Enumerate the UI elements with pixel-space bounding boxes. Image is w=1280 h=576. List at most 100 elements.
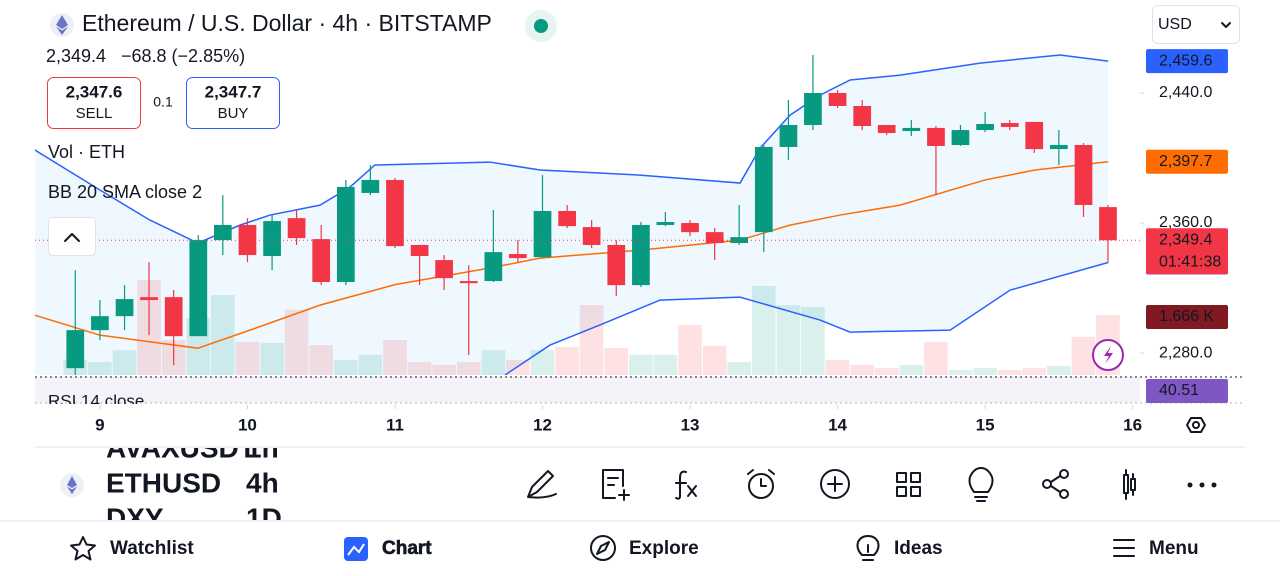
volume-bar [850, 364, 875, 375]
band-upper-line [35, 54, 1109, 244]
x-tick-label: 11 [386, 415, 404, 434]
buy-price: 2,347.7 [205, 82, 262, 101]
volume-bar [211, 295, 235, 375]
candle-body [1025, 121, 1044, 150]
price-tag-label: 2,459.6 [1159, 52, 1212, 69]
candle-body [1074, 145, 1093, 205]
candle-body [189, 240, 208, 337]
bands-legend: BB 20 SMA close 2 [48, 182, 202, 202]
candle-body [410, 244, 429, 257]
add-icon-plus [827, 476, 843, 492]
price-tag [1146, 379, 1228, 403]
candle-body [312, 239, 331, 283]
candle-body [656, 222, 675, 225]
candle-body [976, 124, 994, 131]
settings-icon[interactable] [1186, 417, 1206, 433]
menu-icon[interactable] [1113, 539, 1135, 557]
candle-body [91, 316, 109, 331]
volume-bar [825, 359, 850, 375]
volume-bar [924, 341, 948, 375]
candle-body [66, 330, 85, 369]
candle-body [164, 297, 183, 337]
volume-bar [678, 324, 702, 375]
ideas-icon[interactable] [968, 467, 994, 502]
explore-icon[interactable] [590, 535, 616, 561]
rsi-value: 40.51 [1159, 382, 1199, 399]
volume-bar [776, 305, 801, 375]
volume-bar [1071, 336, 1096, 375]
more-icon[interactable] [1187, 482, 1193, 488]
candle-body [213, 224, 232, 241]
sell-price: 2,347.6 [66, 82, 123, 101]
price-tag [1146, 228, 1228, 275]
axes: 2,280.0 2,360.0 2,440.0 9 10 11 12 13 14 15 16 2,45… [95, 49, 1228, 434]
alert-icon[interactable] [748, 473, 774, 499]
candle-body [607, 244, 626, 286]
y-tick-label: 2,360.0 [1159, 214, 1212, 231]
volume-bar [284, 309, 309, 375]
add-icon[interactable] [820, 469, 850, 499]
x-tick-label: 14 [828, 415, 847, 434]
volume-bar [334, 359, 358, 375]
volume-bar [579, 305, 604, 375]
indicators-icon[interactable] [675, 470, 697, 500]
symbol[interactable]: ETHUSD [106, 467, 221, 498]
volume-bar [530, 350, 555, 375]
nav-item[interactable]: Explore [629, 538, 699, 559]
watchlist-icon[interactable] [70, 536, 96, 561]
currency: USD [1158, 16, 1192, 33]
symbol-picker[interactable]: AVAXUSDT 1h DXY 1D [106, 432, 282, 533]
candle-body [263, 221, 281, 257]
nav-item[interactable]: Menu [1149, 538, 1199, 559]
draw-icon[interactable] [527, 470, 557, 499]
chart-type-icon[interactable] [1123, 469, 1136, 500]
share-icon-node [1042, 479, 1052, 489]
candle-body [140, 297, 158, 301]
candle-body [681, 223, 699, 233]
candle-body [779, 125, 798, 147]
order-quantity[interactable]: 0.1 [153, 94, 173, 110]
interval: 1h [246, 432, 279, 463]
interval: 1D [246, 502, 282, 533]
volume-bar [481, 350, 506, 375]
x-tick-label: 13 [681, 415, 700, 434]
dropdown-icon [1221, 22, 1231, 28]
nav-item[interactable]: Chart [382, 538, 433, 560]
sell-button[interactable] [47, 77, 141, 129]
rsi-pane [35, 377, 1140, 403]
y-tick-label: 2,440.0 [1159, 84, 1212, 101]
chevron-up-icon [64, 233, 80, 242]
note-icon[interactable] [602, 469, 630, 501]
countdown: 01:41:38 [1159, 253, 1221, 270]
share-icon-link [1050, 475, 1061, 493]
alert-icon-hands [747, 469, 775, 487]
layout-icon[interactable] [896, 472, 921, 497]
interval[interactable]: 4h [246, 467, 279, 498]
share-icon[interactable] [1059, 469, 1069, 479]
candle-body [632, 224, 650, 286]
buy-button[interactable] [186, 77, 280, 129]
volume-bar [702, 345, 727, 375]
nav-item[interactable]: Watchlist [110, 538, 194, 559]
currency-select[interactable] [1152, 5, 1240, 44]
candle-body [582, 227, 601, 245]
candle-body [828, 92, 847, 106]
candle-body [902, 127, 921, 132]
nav-item[interactable]: Ideas [894, 538, 943, 559]
candle-body [705, 232, 724, 244]
volume-bar [874, 368, 899, 375]
x-tick-label: 16 [1123, 415, 1142, 434]
more-icon-dot [1199, 482, 1205, 488]
volume-bar [383, 340, 407, 375]
candle-body [435, 260, 453, 279]
volume-bar [260, 342, 284, 375]
volume-bar [997, 369, 1022, 375]
ideas-nav-icon[interactable] [856, 535, 880, 561]
volume-bar [235, 341, 260, 375]
chart-title[interactable]: Ethereum / U.S. Dollar · 4h · BITSTAMP [82, 10, 492, 36]
collapse-legend[interactable] [48, 217, 96, 256]
y-tick-label: 2,280.0 [1159, 344, 1212, 361]
eth-logo [67, 476, 77, 494]
settings-icon-center [1192, 421, 1200, 429]
